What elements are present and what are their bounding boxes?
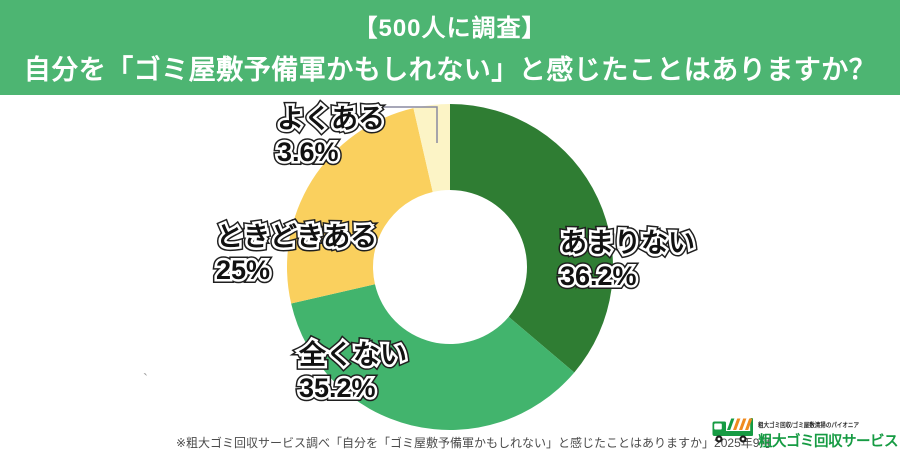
logo-text: 粗大ゴミ回収/ゴミ屋敷清掃のパイオニア 粗大ゴミ回収サービス bbox=[758, 419, 899, 451]
header-banner: 【500人に調査】 自分を「ゴミ屋敷予備軍かもしれない」と感じたことはありますか… bbox=[0, 0, 900, 95]
slice-label-category: よくある よくある よくある bbox=[273, 100, 389, 138]
slice-label-value: 25% 25% 25% bbox=[212, 251, 274, 289]
donut-slices bbox=[286, 104, 614, 431]
slice-label-mattakunai: 全くない 全くない 全くない 35.2% 35.2% 35.2% bbox=[295, 336, 411, 407]
slice-label-value: 36.2% 36.2% 36.2% bbox=[556, 257, 641, 295]
slice-label-tokidokiaru: ときどきある ときどきある ときどきある 25% 25% 25% bbox=[212, 218, 381, 289]
donut-slice-よくある bbox=[413, 104, 450, 192]
slice-label-value: 35.2% 35.2% 35.2% bbox=[295, 369, 380, 407]
slice-label-amarinai: あまりない あまりない あまりない 36.2% 36.2% 36.2% bbox=[556, 224, 699, 295]
survey-count-title: 【500人に調査】 bbox=[353, 15, 547, 42]
logo-tagline: 粗大ゴミ回収/ゴミ屋敷清掃のパイオニア bbox=[758, 422, 859, 429]
survey-question-title: 自分を「ゴミ屋敷予備軍かもしれない」と感じたことはありますか？ bbox=[23, 55, 877, 85]
company-logo: 粗大ゴミ回収/ゴミ屋敷清掃のパイオニア 粗大ゴミ回収サービス bbox=[711, 410, 899, 451]
logo-name: 粗大ゴミ回収サービス bbox=[758, 434, 899, 450]
leader-line-yokuaru bbox=[380, 106, 438, 143]
donut-slice-全くない bbox=[291, 284, 575, 431]
donut-slice-ときどきある bbox=[286, 108, 433, 304]
slice-label-value: 3.6% 3.6% 3.6% bbox=[273, 133, 343, 171]
source-note: ※粗大ゴミ回収サービス調べ「自分を「ゴミ屋敷予備軍かもしれない」と感じたことはあ… bbox=[176, 436, 772, 450]
slice-label-category: あまりない あまりない あまりない bbox=[556, 224, 699, 262]
slice-label-yokuaru: よくある よくある よくある 3.6% 3.6% 3.6% bbox=[273, 100, 389, 171]
garbage-truck-icon bbox=[711, 410, 755, 451]
slice-label-category: 全くない 全くない 全くない bbox=[295, 336, 411, 374]
stray-mark: ` bbox=[143, 371, 148, 388]
donut-slice-あまりない bbox=[450, 104, 614, 373]
slice-label-category: ときどきある ときどきある ときどきある bbox=[212, 218, 381, 256]
